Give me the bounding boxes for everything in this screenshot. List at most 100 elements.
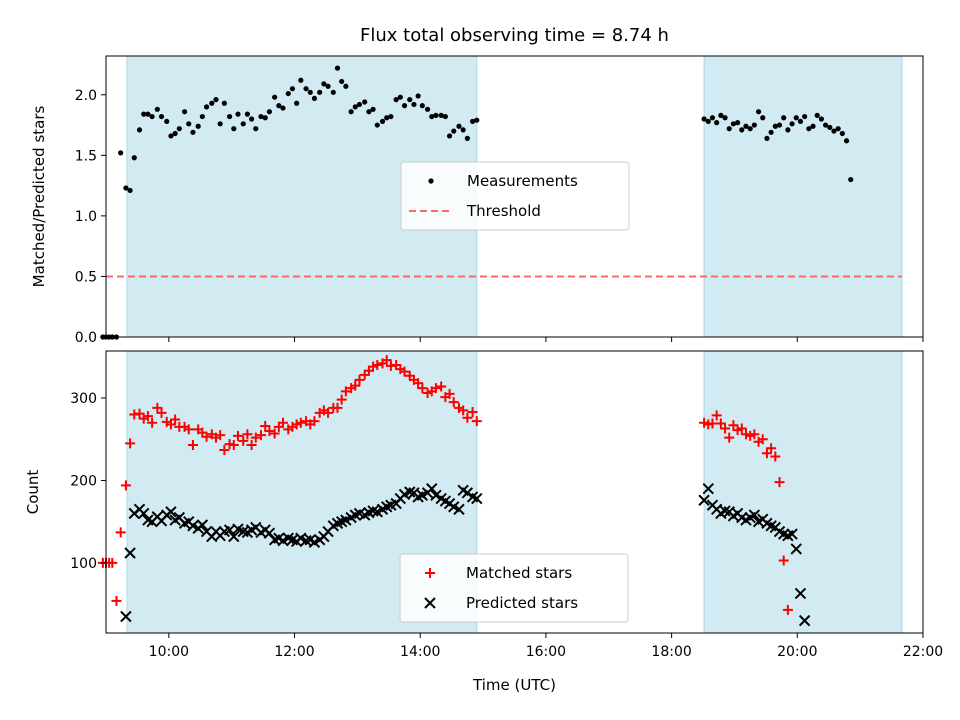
measurement-point: [307, 89, 313, 95]
measurement-point: [806, 126, 812, 132]
measurement-point: [172, 130, 178, 137]
matched-star-point: [336, 394, 347, 405]
predicted-star-point: [698, 494, 710, 506]
measurement-point: [294, 100, 300, 106]
measurement-point: [407, 97, 413, 103]
measurement-point: [726, 126, 732, 132]
measurement-point: [415, 93, 421, 99]
measurement-point: [701, 116, 707, 122]
y-tick-label: 1.5: [75, 148, 97, 164]
matched-star-point: [242, 429, 253, 440]
measurement-point: [714, 120, 720, 126]
matched-star-point: [350, 380, 361, 391]
measurement-point: [352, 104, 358, 110]
measurement-point: [419, 103, 425, 109]
predicted-star-point: [702, 482, 714, 495]
measurement-point: [176, 126, 182, 132]
ratio-panel: 0.0 0.5 1.0 1.5 2.0 Matched/Predicted stars Me…: [30, 55, 924, 346]
measurement-point: [348, 109, 354, 115]
predicted-star-point: [228, 530, 240, 543]
measurement-point: [848, 176, 854, 183]
matched-star-point: [142, 411, 153, 422]
measurement-point: [743, 123, 749, 129]
x-tick-label: 12:00: [274, 644, 314, 660]
legend-marker-measurements: [428, 178, 434, 184]
measurement-point: [843, 138, 850, 144]
matched-star-point: [256, 430, 267, 441]
matched-star-point: [444, 388, 455, 399]
measurement-point: [244, 111, 251, 117]
matched-star-point: [774, 477, 785, 488]
measurement-point: [776, 122, 783, 128]
y-tick-label: 0.0: [75, 330, 97, 346]
measurement-point: [334, 65, 341, 71]
matched-star-point: [238, 435, 249, 446]
matched-star-point: [147, 417, 158, 428]
shaded-interval: [703, 55, 903, 338]
matched-star-point: [340, 386, 351, 397]
predicted-star-point: [426, 482, 438, 495]
measurement-point: [343, 83, 349, 89]
measurement-point: [141, 111, 147, 117]
measurement-point: [253, 126, 259, 132]
matched-star-point: [107, 557, 118, 568]
matched-star-point: [115, 527, 126, 538]
measurement-point: [739, 127, 745, 133]
measurement-point: [827, 124, 833, 131]
x-tick-label: 22:00: [903, 644, 943, 660]
measurement-point: [446, 133, 453, 139]
measurement-point: [272, 94, 278, 100]
measurement-point: [199, 113, 205, 120]
x-tick-label: 14:00: [400, 644, 440, 660]
legend: Measurements Threshold: [400, 161, 630, 231]
measurement-point: [814, 112, 820, 118]
predicted-star-point: [367, 505, 379, 517]
measurement-point: [818, 116, 824, 122]
measurement-point: [839, 130, 845, 137]
measurement-point: [438, 112, 444, 118]
x-tick-label: 10:00: [149, 644, 189, 660]
matched-star-point: [156, 407, 167, 418]
measurement-point: [131, 155, 137, 161]
y-axis-label: Count: [24, 470, 42, 515]
measurement-point: [213, 97, 219, 103]
measurement-point: [764, 135, 770, 141]
measurement-point: [158, 113, 165, 120]
measurement-point: [154, 106, 160, 112]
measurement-point: [366, 109, 372, 115]
measurement-point: [311, 95, 318, 101]
matched-star-point: [295, 417, 306, 428]
predicted-star-point: [794, 587, 807, 600]
measurement-point: [751, 122, 757, 128]
matched-star-point: [232, 430, 243, 441]
matched-star-point: [711, 410, 722, 421]
measurement-point: [429, 113, 435, 120]
x-tick-label: 18:00: [651, 644, 691, 660]
measurement-point: [370, 106, 376, 112]
predicted-star-point: [237, 525, 249, 538]
measurement-point: [262, 115, 268, 121]
measurement-point: [451, 128, 457, 134]
matched-star-point: [246, 440, 257, 450]
matched-star-point: [757, 434, 768, 445]
predicted-star-point: [790, 543, 802, 555]
matched-star-point: [309, 416, 320, 427]
predicted-star-point: [124, 547, 136, 559]
predicted-star-point: [300, 534, 312, 547]
legend-label: Matched stars: [466, 564, 572, 582]
measurement-point: [203, 104, 210, 110]
legend-label: Predicted stars: [466, 594, 578, 612]
measurement-point: [231, 126, 237, 132]
measurement-point: [388, 113, 394, 120]
shaded-interval: [703, 350, 903, 634]
matched-star-point: [264, 425, 275, 436]
legend-marker-predicted: [424, 597, 436, 609]
measurement-point: [760, 115, 766, 121]
measurement-point: [181, 109, 188, 115]
matched-star-point: [228, 440, 239, 450]
matched-star-point: [215, 430, 226, 441]
measurement-point: [226, 113, 233, 120]
y-tick-label: 200: [70, 473, 97, 489]
measurement-point: [460, 127, 466, 133]
matched-star-point: [766, 443, 777, 454]
